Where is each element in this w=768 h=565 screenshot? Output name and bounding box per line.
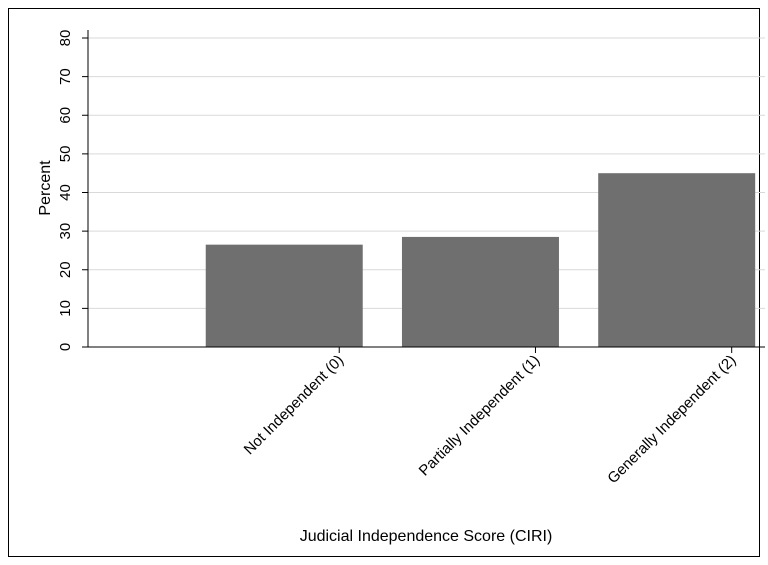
y-ticks: 0 10 20 30 40 50 60 70 80 bbox=[57, 30, 88, 351]
bar bbox=[205, 244, 363, 347]
bar bbox=[401, 236, 559, 347]
y-tick-label: 80 bbox=[57, 30, 74, 47]
y-tick-label: 20 bbox=[57, 261, 74, 278]
x-tick-label: Partially Independent (1) bbox=[416, 352, 544, 480]
chart-frame bbox=[8, 8, 760, 557]
y-tick-label: 10 bbox=[57, 300, 74, 317]
y-tick-label: 60 bbox=[57, 107, 74, 124]
bar bbox=[598, 173, 756, 347]
x-ticks: Not Independent (0) Partially Independent… bbox=[241, 347, 740, 487]
y-axis-label: Percent bbox=[37, 160, 54, 216]
y-tick-label: 40 bbox=[57, 184, 74, 201]
axes bbox=[87, 30, 765, 348]
bars bbox=[205, 173, 756, 347]
x-tick-label: Not Independent (0) bbox=[241, 352, 347, 458]
y-tick-label: 30 bbox=[57, 223, 74, 240]
y-tick-label: 50 bbox=[57, 146, 74, 163]
x-tick-label: Generally Independent (2) bbox=[604, 352, 739, 487]
y-tick-label: 70 bbox=[57, 68, 74, 85]
y-tick-label: 0 bbox=[57, 343, 74, 351]
x-axis-label: Judicial Independence Score (CIRI) bbox=[300, 528, 553, 545]
